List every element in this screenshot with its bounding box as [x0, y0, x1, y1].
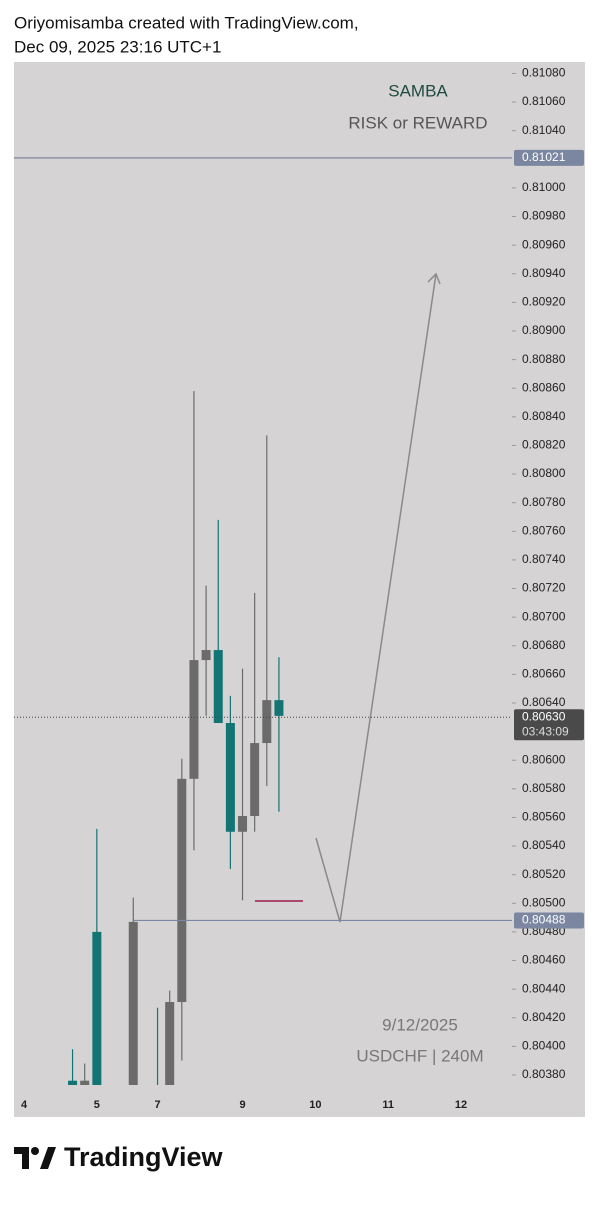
x-tick-label: 11 — [382, 1099, 394, 1111]
y-tick-label: 0.80940 — [522, 266, 566, 280]
header-line: Oriyomisamba created with TradingView.co… — [14, 13, 359, 32]
plot — [14, 157, 512, 1085]
y-tick-label: 0.80820 — [522, 438, 566, 452]
x-tick-label: 7 — [154, 1099, 160, 1111]
y-tick-label: 0.80420 — [522, 1010, 566, 1024]
price-label-box — [514, 709, 584, 741]
price-label: 0.80488 — [522, 913, 566, 927]
y-tick-label: 0.80520 — [522, 867, 566, 881]
y-tick-label: 0.80800 — [522, 466, 566, 480]
logo: TradingView — [14, 1142, 224, 1172]
y-tick-label: 0.80440 — [522, 981, 566, 995]
y-tick-label: 0.80460 — [522, 953, 566, 967]
candle-body — [80, 1080, 90, 1085]
candle-body — [177, 778, 187, 1003]
y-tick-label: 0.80580 — [522, 781, 566, 795]
price-label-box — [514, 149, 584, 166]
x-tick-label: 10 — [309, 1099, 321, 1111]
annotation: SAMBA — [388, 81, 448, 100]
candle-body — [225, 723, 235, 832]
y-tick-label: 0.80740 — [522, 552, 566, 566]
y-tick-label: 0.81000 — [522, 180, 566, 194]
candle-body — [68, 1080, 78, 1085]
y-tick-label: 0.80920 — [522, 295, 566, 309]
header-line: Dec 09, 2025 23:16 UTC+1 — [14, 37, 221, 56]
x-tick-label: 9 — [239, 1099, 245, 1111]
y-tick-label: 0.80700 — [522, 609, 566, 623]
candle-body — [262, 700, 272, 744]
y-tick-label: 0.80860 — [522, 380, 566, 394]
y-tick-label: 0.80780 — [522, 495, 566, 509]
y-tick-label: 0.80880 — [522, 352, 566, 366]
candle-body — [274, 700, 284, 716]
price-label-box — [514, 912, 584, 929]
y-tick-label: 0.81080 — [522, 66, 566, 80]
annotation: USDCHF | 240M — [356, 1046, 483, 1065]
y-tick-label: 0.80720 — [522, 581, 566, 595]
x-tick-label: 12 — [455, 1099, 467, 1111]
candle-body — [128, 921, 138, 1085]
y-tick-label: 0.81060 — [522, 94, 566, 108]
y-tick-label: 0.80680 — [522, 638, 566, 652]
y-tick-label: 0.80760 — [522, 523, 566, 537]
y-tick-label: 0.80900 — [522, 323, 566, 337]
brand: TradingView — [64, 1142, 224, 1172]
y-tick-label: 0.80980 — [522, 209, 566, 223]
candle-body — [213, 650, 223, 724]
annotation: 9/12/2025 — [382, 1015, 458, 1034]
price-label: 0.81021 — [522, 150, 566, 164]
candle-body — [238, 816, 248, 832]
y-tick-label: 0.80640 — [522, 695, 566, 709]
y-tick-label: 0.80500 — [522, 895, 566, 909]
y-tick-label: 0.81040 — [522, 123, 566, 137]
y-tick-label: 0.80540 — [522, 838, 566, 852]
y-tick-label: 0.80380 — [522, 1067, 566, 1081]
countdown: 03:43:09 — [522, 724, 569, 738]
candle-body — [165, 1002, 175, 1085]
y-tick-label: 0.80400 — [522, 1039, 566, 1053]
annotation: RISK or REWARD — [348, 113, 487, 132]
y-tick-label: 0.80560 — [522, 810, 566, 824]
candle-body — [250, 743, 260, 817]
candle-body — [189, 660, 199, 779]
candle-body — [201, 650, 211, 661]
y-tick-label: 0.80600 — [522, 752, 566, 766]
arrow-head — [427, 272, 441, 285]
axes: 0.81080 0.81060 0.81040 0.81000 0.80980 0.809… — [21, 66, 584, 1111]
x-tick-label: 4 — [21, 1099, 28, 1111]
y-tick-label: 0.80840 — [522, 409, 566, 423]
price-label: 0.80630 — [522, 709, 566, 723]
candle-body — [92, 931, 102, 1085]
y-tick-label: 0.80660 — [522, 667, 566, 681]
x-tick-label: 5 — [94, 1099, 100, 1111]
y-tick-label: 0.80960 — [522, 237, 566, 251]
chart-background — [14, 62, 585, 1117]
drawn-arrow — [315, 273, 437, 923]
